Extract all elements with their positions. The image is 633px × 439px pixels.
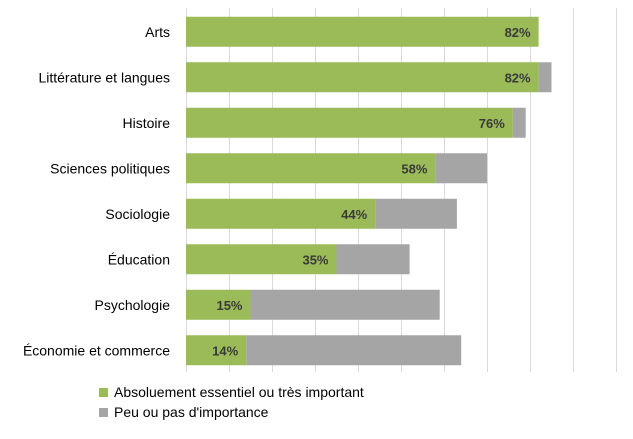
legend-swatch-1	[99, 408, 108, 417]
legend-swatch-0	[99, 388, 108, 397]
bar-low-importance-3	[435, 153, 487, 184]
data-label-4: 44%	[341, 207, 367, 222]
bar-essential-4	[186, 198, 376, 229]
category-label-5: Éducation	[108, 251, 170, 267]
bar-essential-1	[186, 62, 539, 93]
category-label-4: Sociologie	[105, 206, 170, 222]
data-label-6: 15%	[216, 298, 242, 313]
category-label-6: Psychologie	[95, 297, 171, 313]
data-label-2: 76%	[479, 116, 505, 131]
bar-low-importance-4	[375, 198, 457, 229]
category-label-7: Économie et commerce	[23, 342, 170, 358]
data-label-1: 82%	[505, 70, 531, 85]
bar-essential-0	[186, 16, 539, 47]
legend: Absoluement essentiel ou très important P…	[99, 384, 364, 420]
legend-label-1: Peu ou pas d'importance	[114, 404, 269, 420]
bar-low-importance-1	[538, 62, 552, 93]
bar-low-importance-6	[250, 289, 440, 320]
bar-essential-5	[186, 244, 337, 275]
category-label-1: Littérature et langues	[38, 69, 170, 85]
bars: 82% 82% 76% 58% 44% 35% 15% 14%	[186, 16, 552, 366]
bar-essential-7	[186, 335, 247, 366]
data-label-3: 58%	[401, 161, 427, 176]
data-label-0: 82%	[505, 25, 531, 40]
bar-low-importance-5	[336, 244, 410, 275]
bar-low-importance-2	[512, 107, 526, 138]
bar-essential-6	[186, 289, 251, 320]
bar-essential-3	[186, 153, 436, 184]
data-label-5: 35%	[302, 252, 328, 267]
bar-low-importance-7	[246, 335, 462, 366]
category-label-0: Arts	[145, 24, 170, 40]
category-labels: Arts Littérature et langues Histoire Scienc…	[23, 24, 170, 359]
legend-label-0: Absoluement essentiel ou très important	[114, 384, 364, 400]
data-label-7: 14%	[212, 343, 238, 358]
category-label-2: Histoire	[123, 115, 171, 131]
bar-essential-2	[186, 107, 513, 138]
category-label-3: Sciences politiques	[50, 160, 170, 176]
